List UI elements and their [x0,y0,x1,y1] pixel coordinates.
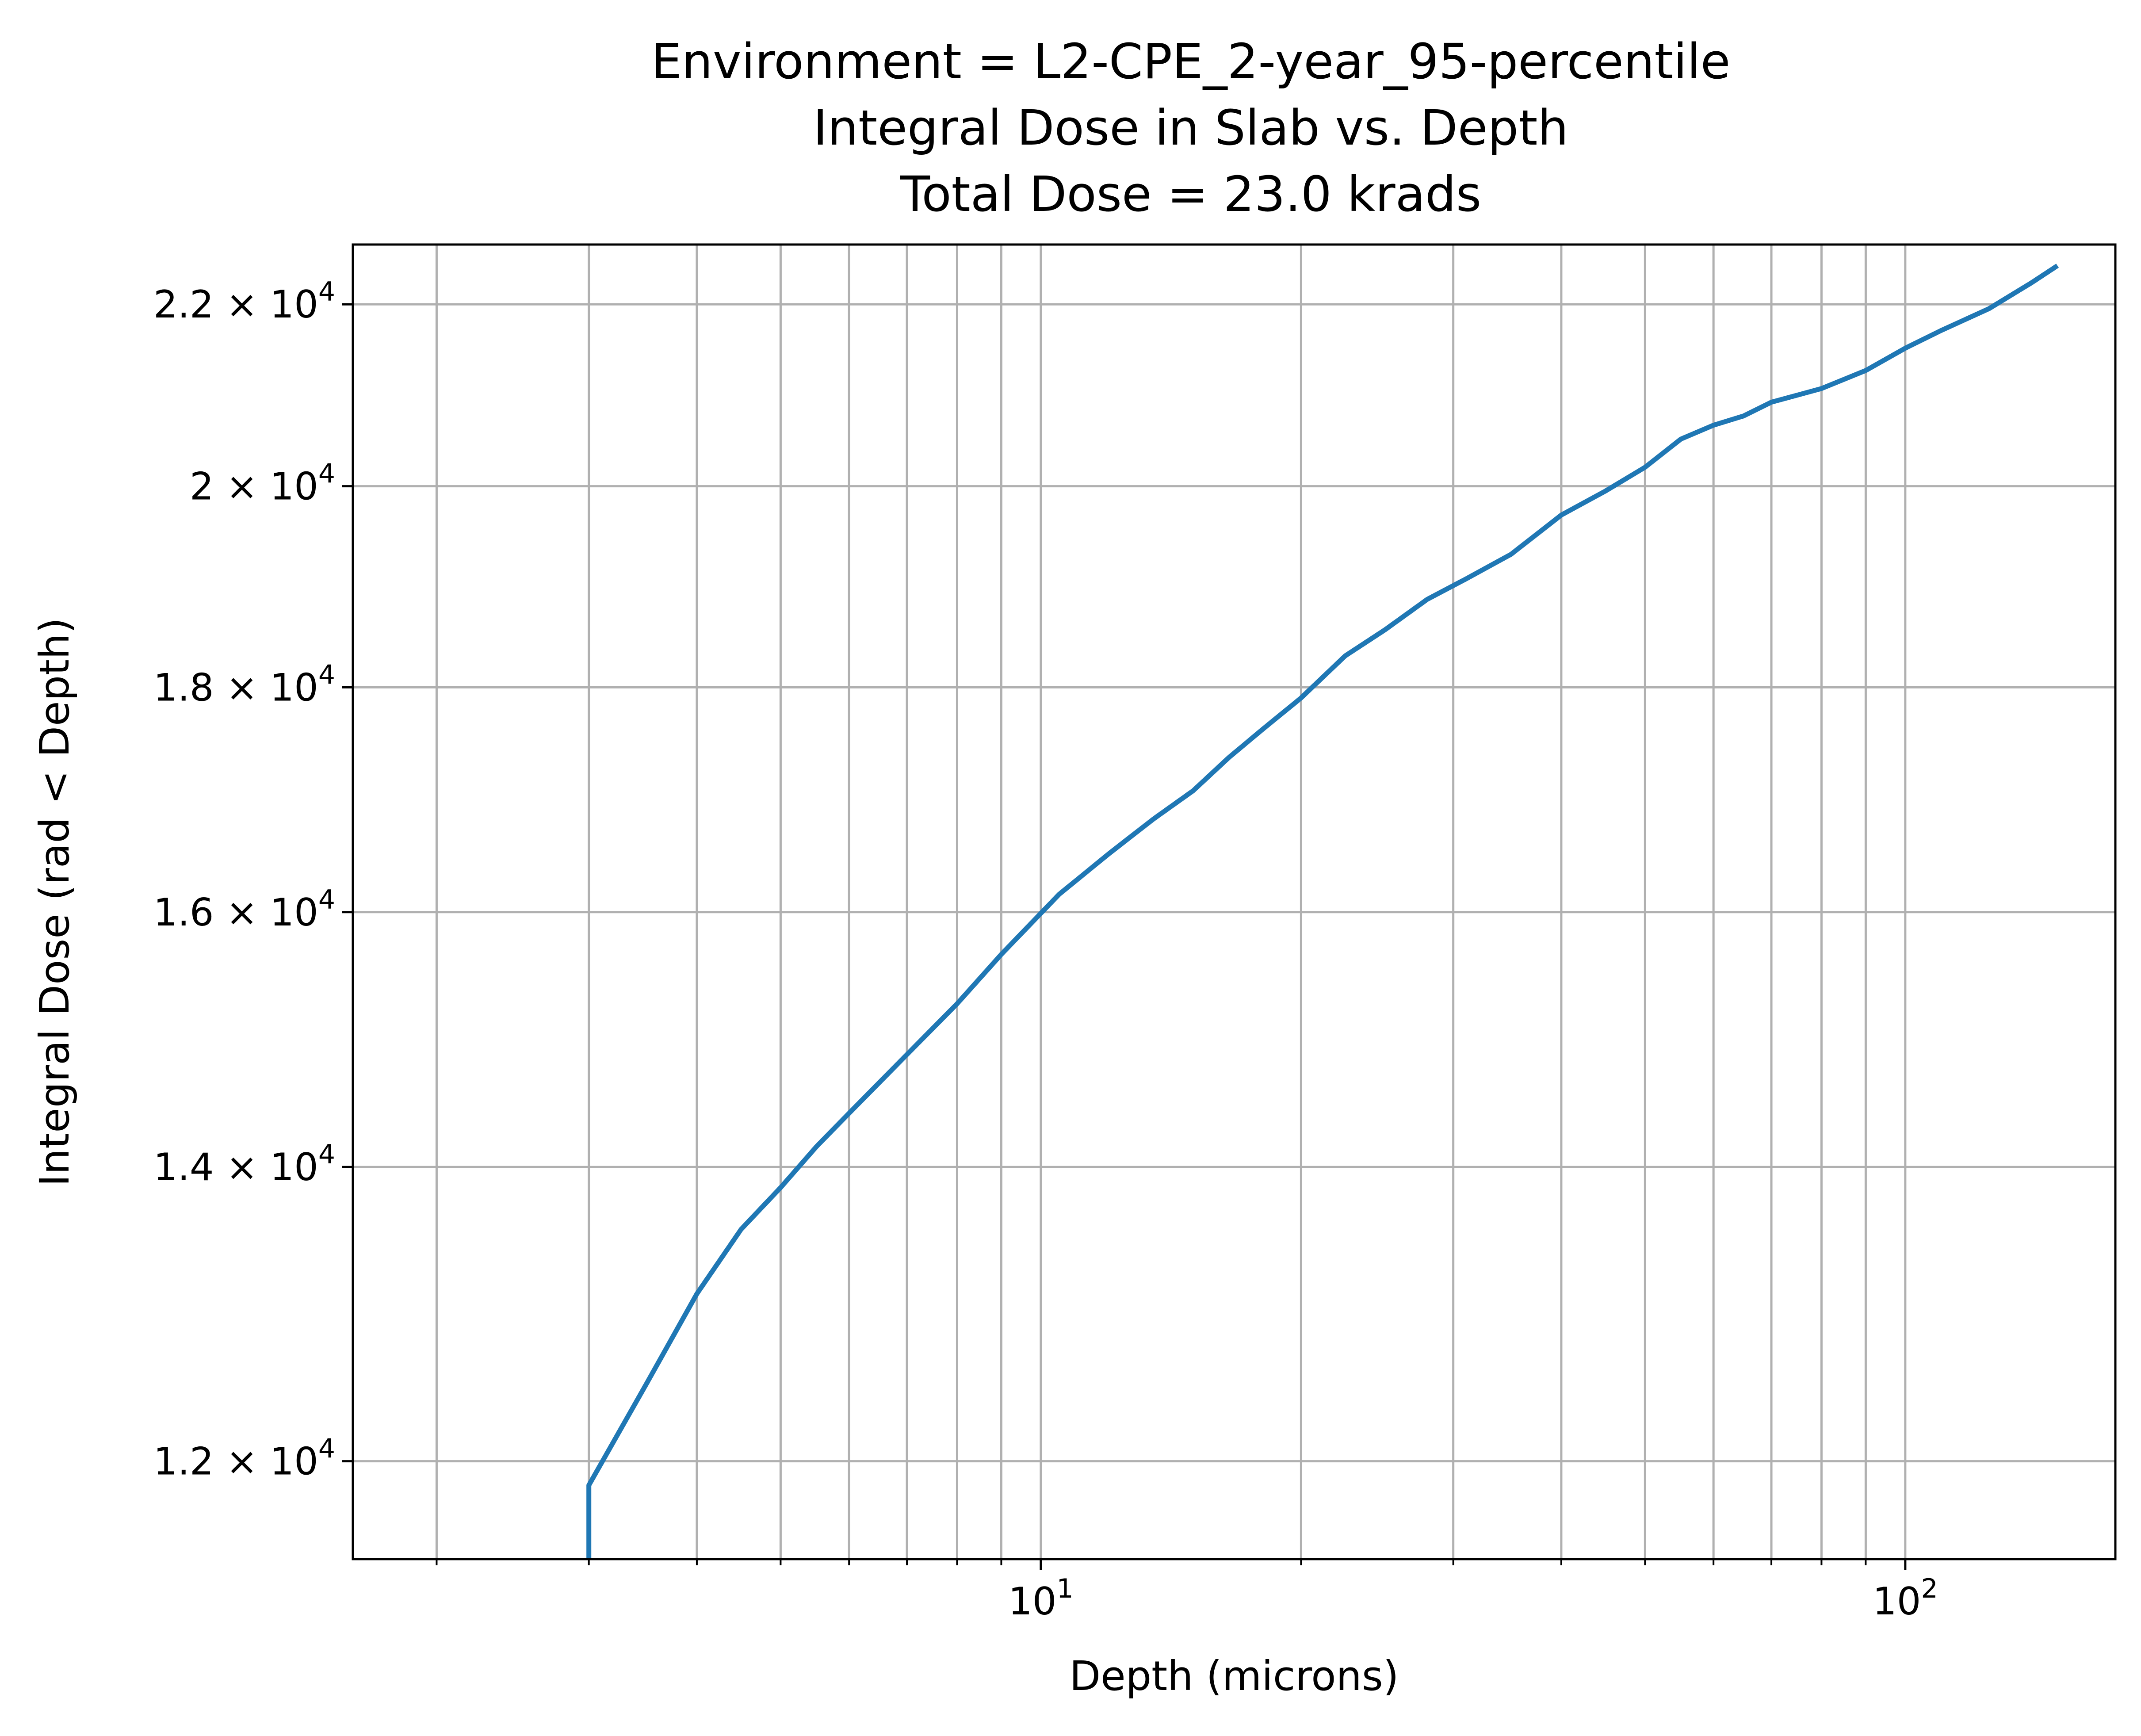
y-tick-label: 1.8 × 104 [153,659,335,710]
y-tick-label: 2.2 × 104 [153,276,335,327]
series-line [586,264,2059,1559]
y-tick-label: 2 × 104 [190,459,335,509]
y-axis-label: Integral Dose (rad < Depth) [31,618,78,1187]
chart-title: Environment = L2-CPE_2-year_95-percentil… [651,33,1730,222]
title-line-2: Integral Dose in Slab vs. Depth [813,99,1568,156]
plot-frame [352,243,2117,1560]
title-line-1: Environment = L2-CPE_2-year_95-percentil… [651,33,1730,90]
y-tick-label: 1.2 × 104 [153,1434,335,1484]
x-axis-label: Depth (microns) [1069,1652,1399,1700]
y-tick-label: 1.4 × 104 [153,1139,335,1189]
y-tick-labels: 1.2 × 104 1.4 × 104 1.6 × 104 1.8 × 104 2 × … [153,276,335,1484]
x-tick-label: 101 [1008,1573,1074,1624]
grid [353,245,2115,1559]
plot-series [586,264,2059,1559]
y-tick-label: 1.6 × 104 [153,884,335,935]
axis-ticks [342,303,1907,1570]
x-tick-labels: 101 102 [1008,1573,1938,1624]
title-line-3: Total Dose = 23.0 krads [900,166,1481,222]
x-tick-label: 102 [1873,1573,1938,1624]
